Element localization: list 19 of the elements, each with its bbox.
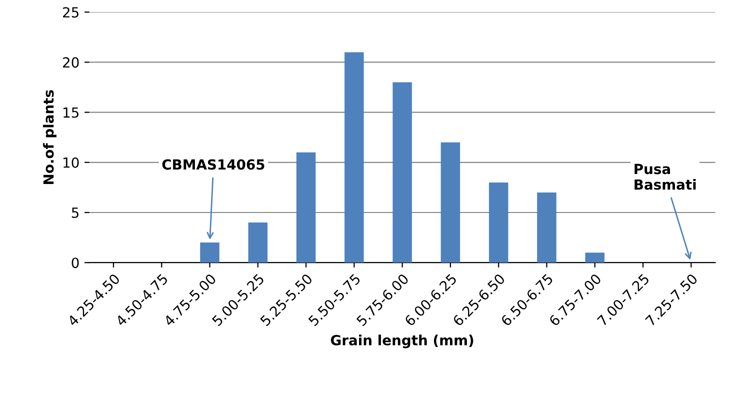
y-tick-label: 25 [63,7,78,18]
x-axis-title: Grain length (mm) [330,334,474,348]
bar [296,152,316,263]
y-tick-label: 15 [64,107,78,118]
annotation: Pusa Basmati [634,164,696,190]
y-tick-label: 10 [64,157,79,168]
y-axis-title: No.of plants [43,90,56,184]
bar [392,82,412,263]
bar [248,222,268,263]
bar [537,192,556,263]
y-tick-label: 5 [72,208,78,218]
bar [200,242,220,263]
bar [488,182,508,263]
bar [344,52,364,263]
bar [585,252,604,263]
y-tick-label: 0 [72,258,79,268]
annotation: CBMAS14065 [162,159,264,170]
y-tick-label: 20 [63,57,79,68]
bar [440,142,460,263]
